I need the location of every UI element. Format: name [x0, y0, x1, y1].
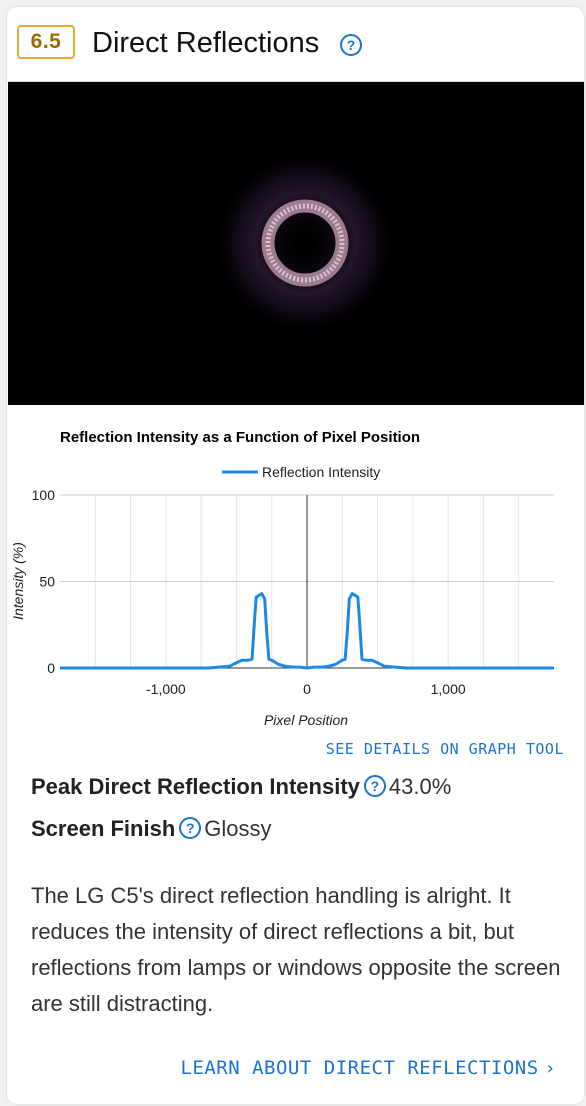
metric-label: Peak Direct Reflection Intensity [31, 774, 360, 799]
reflection-ring-image [8, 82, 584, 405]
section-header: 6.5 Direct Reflections ? [7, 7, 584, 82]
series-line [60, 592, 554, 670]
help-circle-icon[interactable]: ? [179, 817, 202, 839]
x-tick-label: 0 [303, 681, 311, 697]
x-tick-label: 1,000 [431, 681, 466, 697]
metric-value: Glossy [204, 816, 272, 841]
section-title: Direct Reflections [92, 27, 320, 59]
x-tick-label: -1,000 [146, 681, 186, 697]
legend-label: Reflection Intensity [262, 464, 380, 480]
metric-peak-intensity: Peak Direct Reflection Intensity? 43.0% [31, 772, 451, 802]
help-circle-icon[interactable]: ? [363, 775, 386, 797]
metric-label: Screen Finish [31, 816, 176, 841]
y-tick-label: 100 [32, 487, 56, 503]
reflection-intensity-chart: Reflection Intensity as a Function of Pi… [10, 429, 554, 728]
chart-title: Reflection Intensity as a Function of Pi… [60, 429, 420, 446]
metric-screen-finish: Screen Finish? Glossy [31, 814, 272, 844]
score-badge: 6.5 [17, 25, 75, 59]
description-text: The LG C5's direct reflection handling i… [31, 883, 561, 1016]
learn-more-label: LEARN ABOUT DIRECT REFLECTIONS [180, 1057, 539, 1079]
reflection-test-photo [8, 82, 584, 405]
chart-legend: Reflection Intensity [222, 464, 380, 480]
graph-tool-link[interactable]: SEE DETAILS ON GRAPH TOOL [325, 740, 564, 758]
y-axis-label: Intensity (%) [10, 542, 26, 620]
reflections-card: 6.5 Direct Reflections ? Reflection Inte… [7, 7, 584, 1104]
help-circle-icon[interactable]: ? [340, 34, 362, 56]
chevron-right-icon: › [544, 1058, 556, 1079]
y-tick-label: 50 [39, 574, 55, 590]
y-tick-label: 0 [47, 660, 55, 676]
learn-more-link[interactable]: LEARN ABOUT DIRECT REFLECTIONS › [180, 1057, 556, 1079]
metric-value: 43.0% [388, 774, 452, 799]
x-axis-label: Pixel Position [264, 712, 348, 728]
